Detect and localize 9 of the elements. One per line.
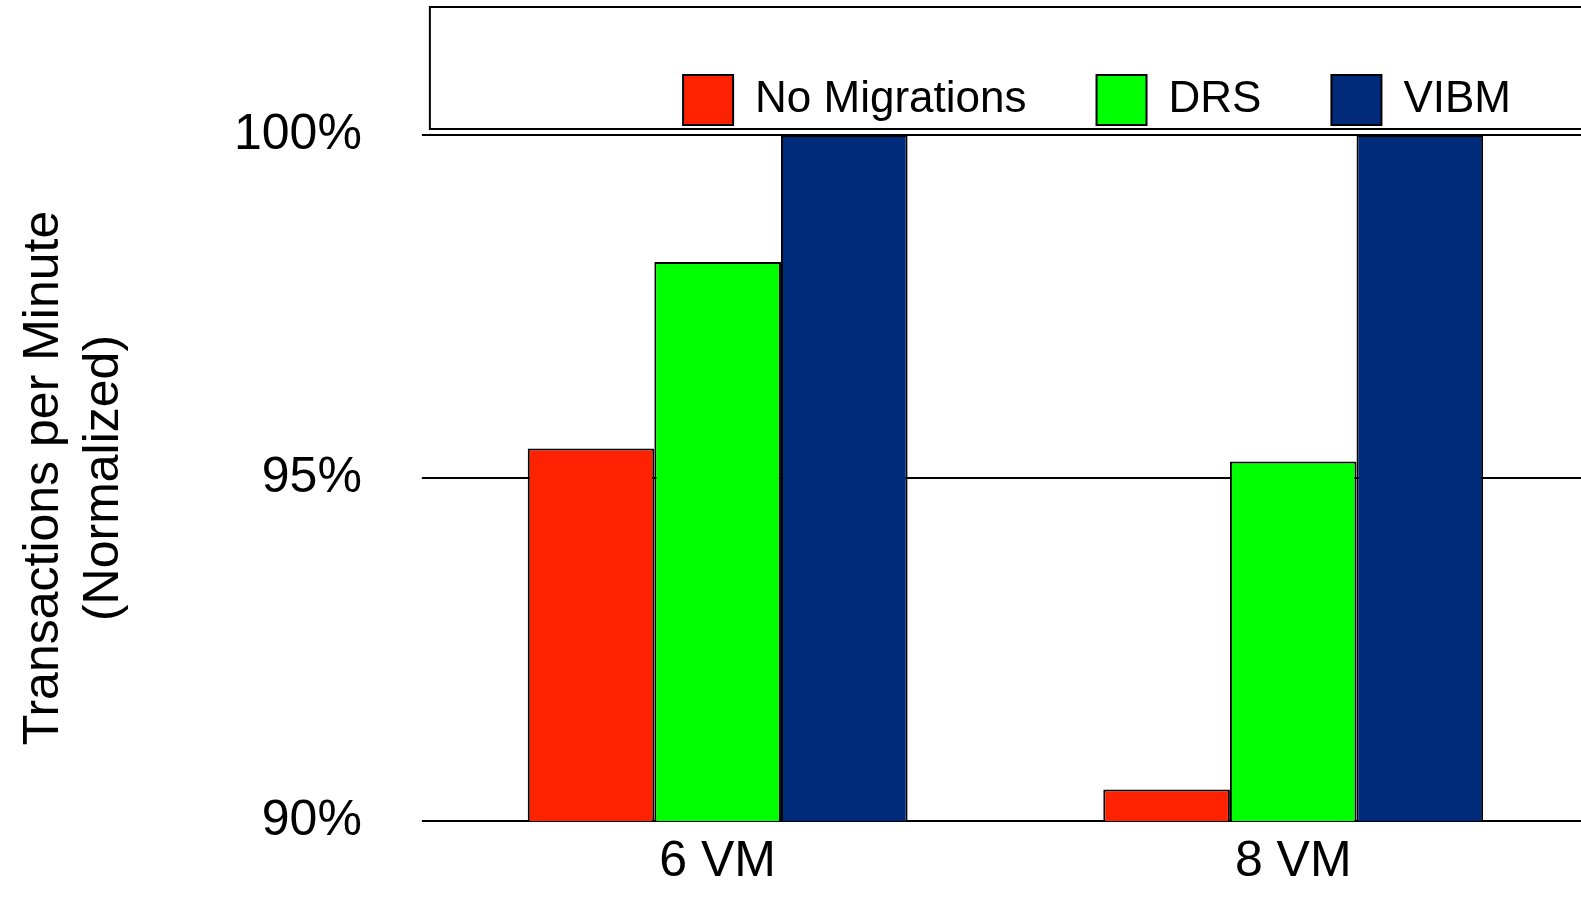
legend-label: VIBM — [1403, 72, 1512, 122]
legend-label: No Migrations — [755, 72, 1027, 122]
y-tick-label: 90% — [261, 789, 362, 846]
legend-label: DRS — [1168, 72, 1262, 122]
y-axis-title: Transactions per Minute (Normalized) — [12, 210, 129, 746]
y-tick-label: 100% — [233, 103, 362, 160]
x-tick-label: 6 VM — [659, 830, 777, 887]
x-tick-label: 8 VM — [1234, 830, 1352, 887]
y-tick-label: 95% — [261, 446, 362, 503]
